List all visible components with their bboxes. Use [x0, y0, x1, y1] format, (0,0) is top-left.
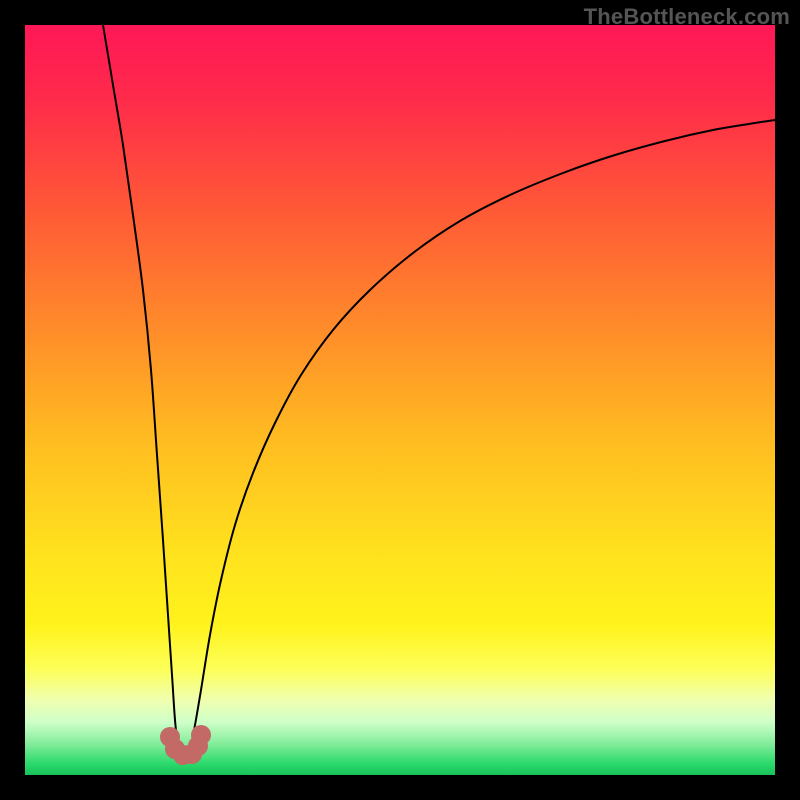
plot-background [25, 25, 775, 775]
bottleneck-chart [25, 25, 775, 775]
minimum-marker [191, 725, 211, 745]
figure-outer: TheBottleneck.com [0, 0, 800, 800]
